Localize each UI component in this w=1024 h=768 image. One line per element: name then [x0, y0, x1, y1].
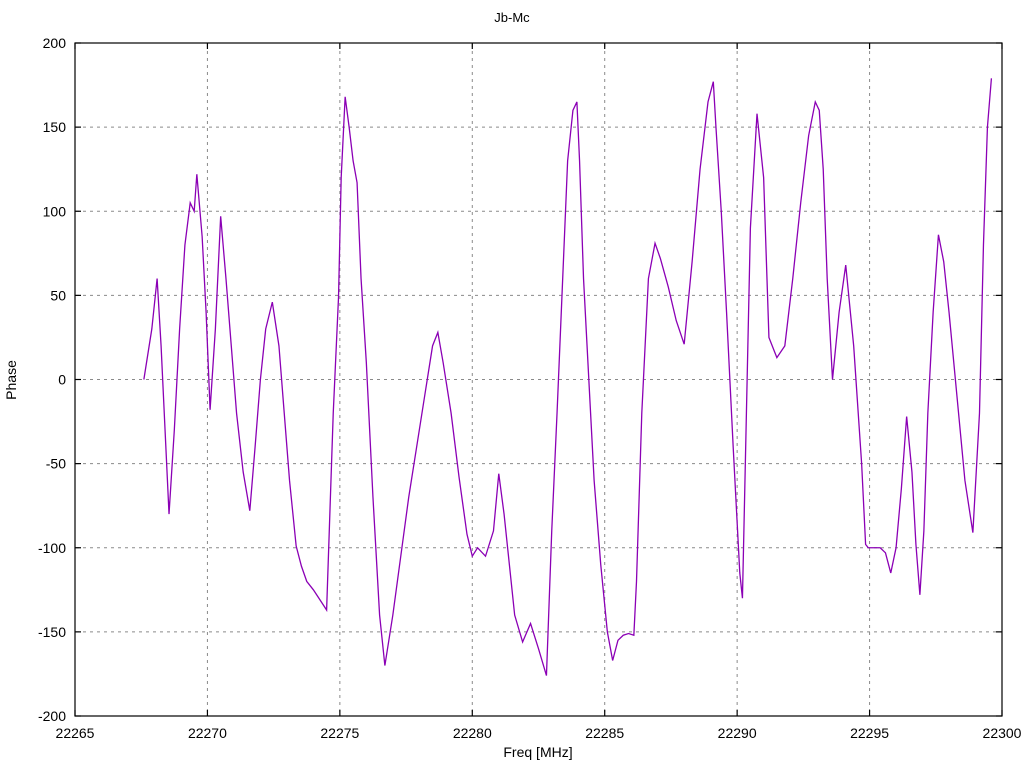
y-axis-label: Phase — [3, 360, 19, 400]
y-tick-label: 50 — [50, 287, 66, 303]
x-tick-label: 22275 — [320, 725, 359, 741]
x-tick-label: 22285 — [585, 725, 624, 741]
x-tick-label: 22290 — [718, 725, 757, 741]
y-tick-label: 150 — [43, 119, 67, 135]
y-tick-label: 100 — [43, 203, 67, 219]
y-tick-label: -200 — [38, 708, 66, 724]
gridlines — [76, 44, 1001, 715]
x-axis-tick-labels: 22265 22270 22275 22280 22285 22290 22295 22300 — [56, 725, 1022, 741]
x-tick-label: 22280 — [453, 725, 492, 741]
y-axis-tick-labels: -200 -150 -100 -50 0 50 100 150 200 — [38, 35, 66, 724]
x-tick-label: 22295 — [850, 725, 889, 741]
chart-title: Jb-Mc — [494, 10, 530, 25]
y-tick-label: 200 — [43, 35, 67, 51]
data-series-line — [143, 78, 993, 676]
x-tick-label: 22300 — [983, 725, 1022, 741]
y-tick-label: -50 — [46, 456, 66, 472]
plot-frame — [74, 42, 1003, 717]
y-tick-label: -150 — [38, 624, 66, 640]
x-tick-label: 22270 — [188, 725, 227, 741]
data-series-group — [143, 78, 993, 676]
y-tick-label: 0 — [58, 372, 66, 388]
x-tick-label: 22265 — [56, 725, 95, 741]
x-axis-label: Freq [MHz] — [503, 744, 572, 760]
y-tick-label: -100 — [38, 540, 66, 556]
